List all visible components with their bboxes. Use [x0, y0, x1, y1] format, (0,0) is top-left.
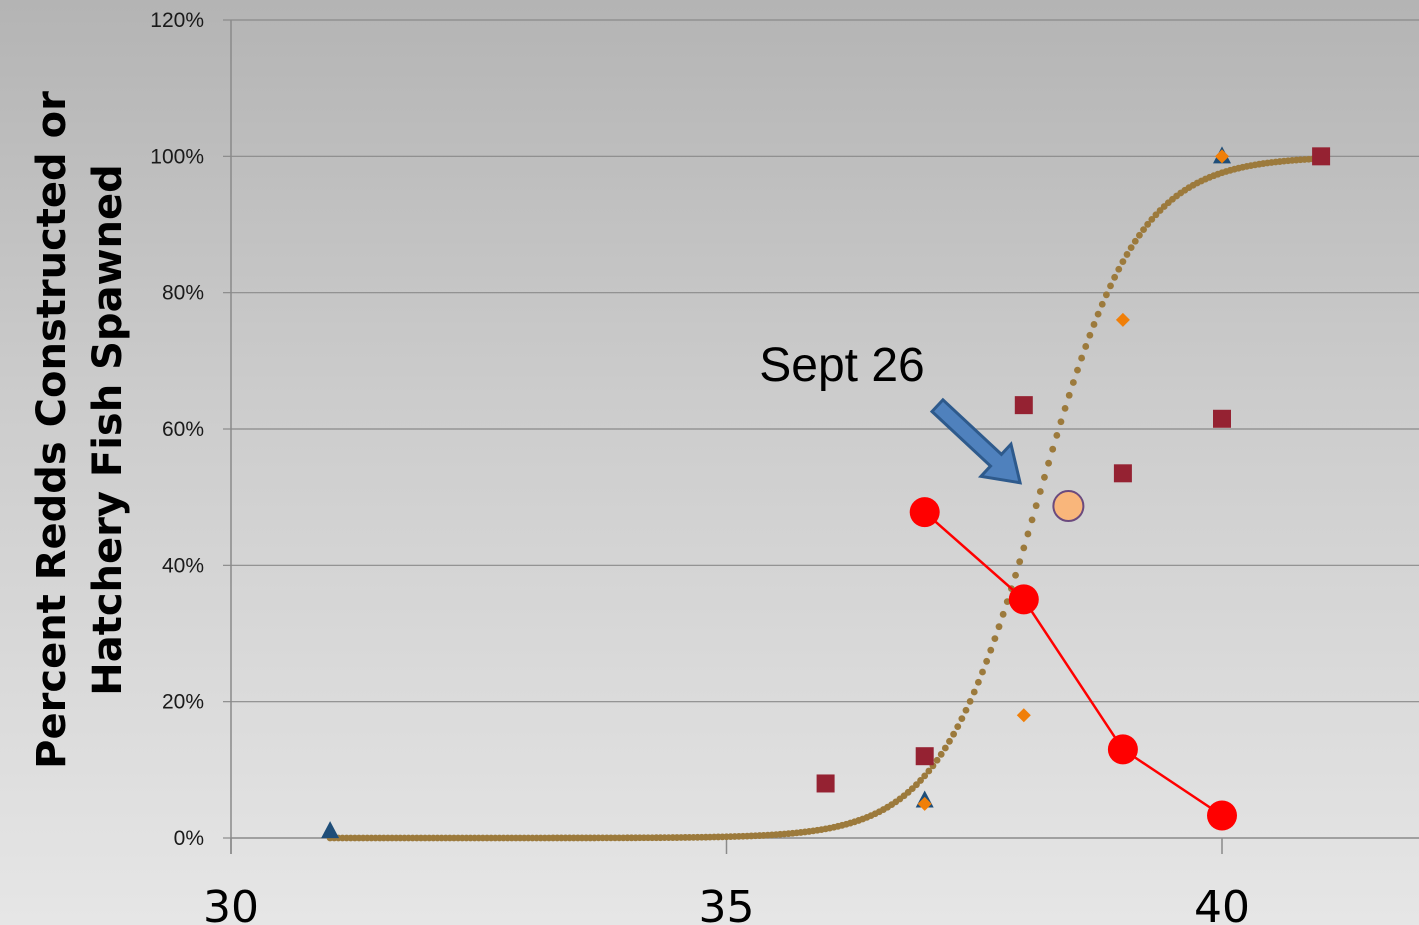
curve-dot — [1065, 391, 1073, 399]
square-point — [1014, 396, 1033, 415]
curve-dot — [1090, 321, 1098, 328]
curve-dot — [987, 646, 995, 654]
square-point — [1213, 409, 1231, 428]
x-tick-label: 30 — [203, 882, 259, 925]
data-series — [321, 146, 1331, 839]
curve-dot — [979, 668, 986, 676]
circle-point — [1207, 800, 1237, 831]
grid-lines — [223, 19, 1419, 839]
triangle-point — [321, 821, 340, 839]
curve-dot — [1119, 258, 1127, 266]
square-point — [1113, 464, 1132, 483]
curve-dot — [1016, 558, 1024, 566]
y-tick-labels: 0% 20% 40% 60% 80% 100% 120% — [150, 9, 204, 850]
curve-dot — [962, 706, 970, 714]
curve-dot — [1115, 265, 1123, 273]
square-point — [816, 774, 835, 793]
curve-dot — [1028, 516, 1036, 524]
curve-dot — [1094, 310, 1102, 318]
curve-dot — [1041, 473, 1048, 481]
curve-dot — [1107, 282, 1114, 290]
curve-dot — [1098, 300, 1106, 308]
x-tick-labels: 30 35 40 — [203, 882, 1250, 925]
curve-dot — [1074, 366, 1081, 374]
circle-point — [1008, 584, 1039, 615]
y-tick-label: 40% — [162, 554, 204, 577]
curve-dot — [1102, 291, 1110, 299]
curve-dot — [1086, 331, 1094, 339]
annotation-text: Sept 26 — [759, 339, 924, 392]
circle-point — [1107, 734, 1138, 765]
y-tick-label: 0% — [174, 827, 204, 850]
annotation-arrow — [929, 397, 1023, 485]
y-tick-label: 120% — [150, 9, 204, 32]
curve-dot — [933, 756, 941, 764]
diamond-point — [1115, 312, 1130, 327]
y-tick-label: 80% — [162, 282, 204, 305]
curve-dot — [983, 657, 991, 665]
square-point — [1312, 147, 1331, 166]
diamond-point — [1215, 149, 1229, 164]
curve-dot — [995, 623, 1003, 631]
series-line — [923, 511, 1223, 817]
curve-dot — [1123, 251, 1131, 258]
diamond-point — [917, 796, 932, 811]
curve-dot — [941, 744, 949, 752]
logistic-curve — [326, 155, 1325, 842]
highlight-point — [1052, 490, 1085, 523]
x-tick-label: 35 — [699, 882, 755, 925]
curve-dot — [1053, 431, 1061, 439]
y-axis-label-line: Hatchery Fish Spawned — [85, 164, 131, 696]
x-tick-label: 40 — [1194, 882, 1250, 925]
diamond-point — [1016, 708, 1031, 723]
curve-dot — [1136, 231, 1143, 239]
curve-dot — [946, 737, 953, 745]
curve-dot — [1012, 571, 1019, 579]
curve-dot — [1148, 215, 1156, 223]
curve-dot — [1144, 220, 1152, 228]
curve-dot — [913, 781, 920, 789]
curve-dot — [1111, 273, 1119, 281]
curve-dot — [921, 772, 929, 780]
curve-dot — [1061, 404, 1069, 412]
curve-dot — [966, 697, 974, 705]
curve-dot — [1036, 488, 1044, 495]
square-point — [915, 747, 934, 766]
curve-dot — [1140, 226, 1147, 234]
curve-dot — [1020, 544, 1028, 552]
curve-dot — [991, 635, 999, 643]
curve-dot — [958, 715, 966, 723]
curve-dot — [950, 730, 958, 738]
curve-dot — [1045, 459, 1052, 467]
curve-dot — [970, 688, 978, 696]
curve-dot — [1082, 343, 1090, 350]
curve-dot — [1078, 354, 1086, 362]
curve-dot — [1127, 244, 1135, 252]
curve-dot — [1152, 211, 1160, 219]
curve-dot — [1057, 418, 1065, 426]
curve-dot — [917, 777, 924, 784]
y-axis-label: Percent Redds Constructed or Hatchery Fis… — [29, 91, 131, 769]
curve-dot — [974, 678, 982, 686]
annotation: Sept 26 — [759, 339, 1023, 485]
curve-dot — [1131, 237, 1139, 245]
arrow-shape — [929, 397, 1023, 485]
curve-dot — [999, 610, 1007, 618]
curve-dot — [1049, 445, 1057, 453]
y-tick-label: 100% — [150, 145, 204, 168]
curve-dot — [954, 723, 962, 731]
axes — [230, 20, 1419, 854]
y-tick-label: 20% — [162, 691, 204, 714]
curve-dot — [937, 750, 945, 758]
curve-dot — [1069, 379, 1077, 386]
y-tick-label: 60% — [162, 418, 204, 441]
curve-dot — [1032, 502, 1040, 510]
curve-dot — [925, 767, 933, 775]
curve-dot — [1024, 530, 1032, 538]
y-axis-label-line: Percent Redds Constructed or — [29, 91, 75, 769]
circle-point — [909, 497, 940, 528]
